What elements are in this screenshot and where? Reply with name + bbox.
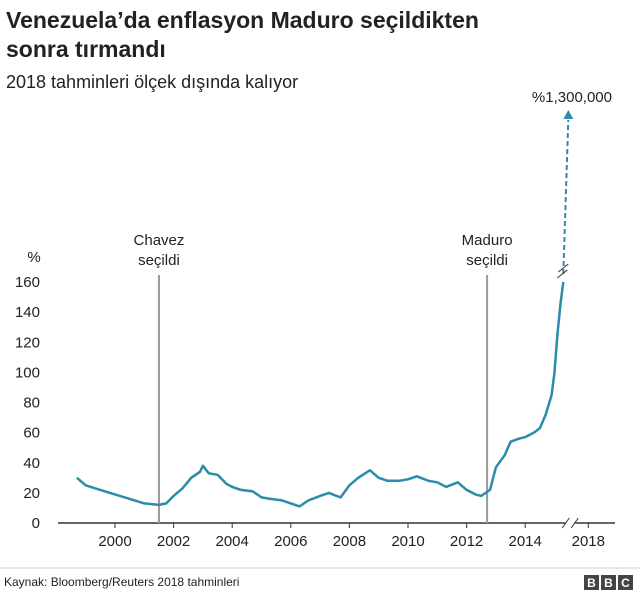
event-label: Chavez — [134, 232, 185, 249]
x-tick-label: 2012 — [450, 533, 483, 550]
arrow-head — [563, 110, 574, 119]
axis-break — [561, 517, 579, 529]
x-tick-label: 2008 — [333, 533, 366, 550]
logo-letter: B — [587, 576, 596, 590]
x-tick-label: 2000 — [98, 533, 131, 550]
forecast-label: %1,300,000 — [532, 89, 612, 106]
y-tick-label: 120 — [15, 334, 40, 351]
y-unit: % — [27, 249, 40, 266]
event-label: Maduro — [462, 232, 513, 249]
source: Kaynak: Bloomberg/Reuters 2018 tahminler… — [4, 575, 239, 589]
line-break — [556, 263, 569, 279]
x-tick-label: 2002 — [157, 533, 190, 550]
chart-title: sonra tırmandı — [6, 36, 166, 62]
y-tick-label: 20 — [23, 485, 40, 502]
y-tick-label: 80 — [23, 395, 40, 412]
y-tick-label: 160 — [15, 274, 40, 291]
x-tick-label: 2018 — [572, 533, 605, 550]
y-tick-label: 0 — [32, 515, 40, 532]
event-label: seçildi — [466, 252, 508, 269]
line-series — [76, 281, 565, 508]
y-tick-label: 100 — [15, 364, 40, 381]
chart-title: Venezuela’da enflasyon Maduro seçildikte… — [6, 7, 479, 33]
x-tick-label: 2006 — [274, 533, 307, 550]
y-tick-label: 140 — [15, 304, 40, 321]
logo-letter: B — [604, 576, 613, 590]
x-tick-label: 2010 — [391, 533, 424, 550]
axis-break — [565, 518, 576, 528]
chart-subtitle: 2018 tahminleri ölçek dışında kalıyor — [6, 72, 298, 92]
forecast-arrow — [562, 119, 570, 275]
x-tick-label: 2014 — [509, 533, 542, 550]
logo-letter: C — [621, 576, 630, 590]
event-label: seçildi — [138, 252, 180, 269]
y-tick-label: 60 — [23, 425, 40, 442]
y-tick-label: 40 — [23, 455, 40, 472]
x-tick-label: 2004 — [216, 533, 249, 550]
